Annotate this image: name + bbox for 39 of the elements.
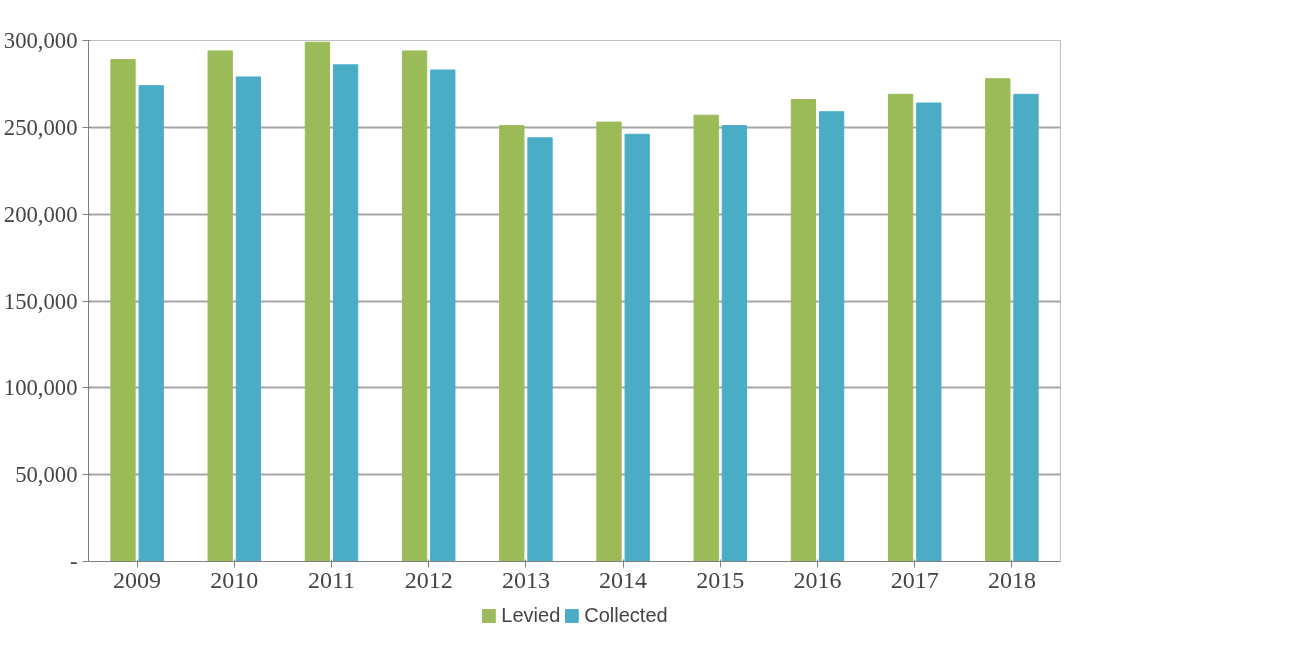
bar <box>624 133 650 562</box>
y-tick-label: 150,000 <box>3 288 78 314</box>
bar <box>721 125 748 562</box>
y-tick-label: 200,000 <box>3 201 78 227</box>
legend-label: Collected <box>584 603 668 627</box>
bar <box>110 59 136 562</box>
bar <box>887 93 914 562</box>
bar <box>916 102 942 562</box>
x-tick-label: 2016 <box>793 566 842 593</box>
x-tick-label: 2012 <box>404 566 453 593</box>
x-tick-label: 2009 <box>113 566 162 593</box>
x-tick-label: 2011 <box>307 566 356 593</box>
bar <box>499 125 525 562</box>
bar <box>1013 93 1039 562</box>
legend-label: Levied <box>501 603 561 627</box>
bar <box>430 69 456 562</box>
x-tick-label: 2017 <box>890 566 939 593</box>
y-tick-label: 100,000 <box>3 375 78 401</box>
x-tick-label: 2015 <box>696 566 745 593</box>
y-tick-label: 50,000 <box>15 462 78 488</box>
y-tick-label: 300,000 <box>3 28 78 53</box>
bar <box>138 85 164 562</box>
x-tick-label: 2018 <box>987 566 1036 593</box>
y-tick-label: 250,000 <box>3 114 78 140</box>
bar <box>527 137 553 562</box>
bar <box>985 78 1011 562</box>
bar <box>818 111 845 562</box>
bar <box>401 50 428 562</box>
x-tick-label: 2010 <box>210 566 259 593</box>
bar <box>304 41 331 562</box>
x-tick-label: 2013 <box>501 566 550 593</box>
bar <box>235 76 262 562</box>
bar <box>207 50 233 562</box>
bar <box>332 64 359 562</box>
x-tick-label: 2014 <box>599 566 648 593</box>
y-tick-label: - <box>69 549 78 574</box>
bar <box>693 114 719 562</box>
bar <box>790 99 817 562</box>
bar <box>596 121 622 562</box>
